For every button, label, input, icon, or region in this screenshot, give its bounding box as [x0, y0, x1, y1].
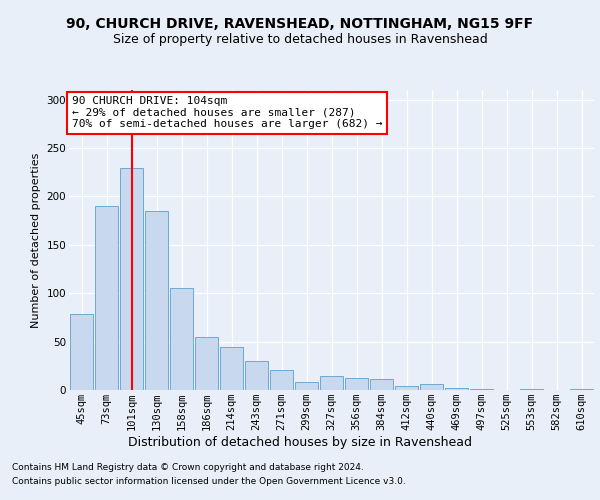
Bar — [295, 382, 318, 390]
Bar — [120, 168, 143, 390]
Text: 90 CHURCH DRIVE: 104sqm
← 29% of detached houses are smaller (287)
70% of semi-d: 90 CHURCH DRIVE: 104sqm ← 29% of detache… — [71, 96, 382, 129]
Text: Contains public sector information licensed under the Open Government Licence v3: Contains public sector information licen… — [12, 477, 406, 486]
Y-axis label: Number of detached properties: Number of detached properties — [31, 152, 41, 328]
Bar — [520, 389, 543, 390]
Bar — [370, 380, 393, 390]
Bar — [420, 384, 443, 390]
Bar — [395, 386, 418, 390]
Bar — [145, 211, 168, 390]
Bar — [345, 378, 368, 390]
Text: Contains HM Land Registry data © Crown copyright and database right 2024.: Contains HM Land Registry data © Crown c… — [12, 464, 364, 472]
Text: Distribution of detached houses by size in Ravenshead: Distribution of detached houses by size … — [128, 436, 472, 449]
Bar — [95, 206, 118, 390]
Bar — [245, 361, 268, 390]
Text: 90, CHURCH DRIVE, RAVENSHEAD, NOTTINGHAM, NG15 9FF: 90, CHURCH DRIVE, RAVENSHEAD, NOTTINGHAM… — [67, 18, 533, 32]
Bar — [570, 389, 593, 390]
Text: Size of property relative to detached houses in Ravenshead: Size of property relative to detached ho… — [113, 34, 487, 46]
Bar — [470, 389, 493, 390]
Bar — [195, 337, 218, 390]
Bar — [170, 288, 193, 390]
Bar — [220, 348, 243, 390]
Bar — [320, 376, 343, 390]
Bar — [445, 388, 468, 390]
Bar — [270, 370, 293, 390]
Bar — [70, 314, 93, 390]
